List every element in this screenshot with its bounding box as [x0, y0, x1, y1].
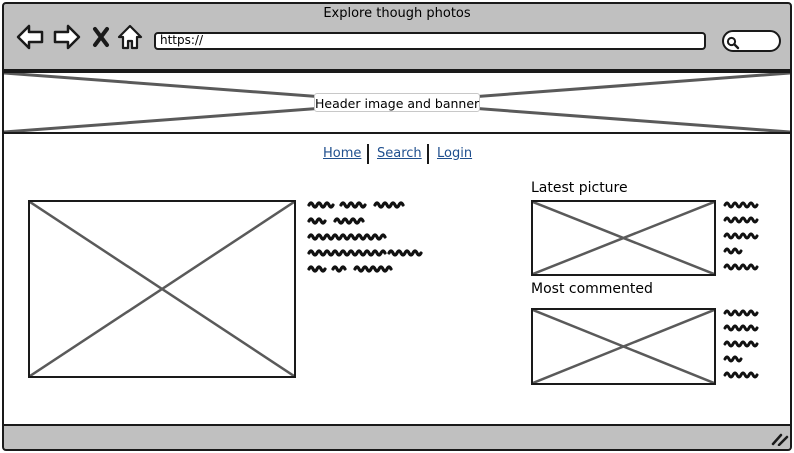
latest-picture-placeholder-cross: [533, 202, 714, 274]
latest-picture-placeholder[interactable]: [531, 200, 716, 276]
status-bar: [2, 424, 792, 451]
latest-picture-caption-scribble: [723, 201, 759, 271]
nav-separator: [367, 144, 369, 164]
main-image-placeholder[interactable]: [28, 200, 296, 378]
address-bar[interactable]: [154, 32, 706, 50]
header-banner-label: Header image and banner: [314, 93, 480, 112]
arrow-right-icon[interactable]: [53, 24, 81, 50]
most-commented-placeholder[interactable]: [531, 308, 716, 385]
latest-picture-heading: Latest picture: [531, 180, 628, 196]
main-image-placeholder-cross: [30, 202, 294, 376]
nav-separator: [427, 144, 429, 164]
nav-login-link[interactable]: Login: [437, 146, 473, 161]
most-commented-placeholder-cross: [533, 310, 714, 383]
search-icon: [726, 36, 740, 50]
address-bar-value: https://: [160, 33, 204, 47]
home-icon[interactable]: [117, 24, 143, 50]
nav-search-link[interactable]: Search: [377, 146, 422, 161]
resize-grip-icon[interactable]: [771, 432, 789, 446]
window-title: Explore though photos: [323, 6, 471, 21]
close-icon[interactable]: [92, 26, 110, 48]
most-commented-heading: Most commented: [531, 281, 653, 297]
arrow-left-icon[interactable]: [16, 24, 44, 50]
most-commented-caption-scribble: [723, 309, 759, 379]
page-viewport: [2, 71, 792, 427]
nav-home-link[interactable]: Home: [323, 146, 362, 161]
main-description-scribble: [307, 201, 423, 273]
